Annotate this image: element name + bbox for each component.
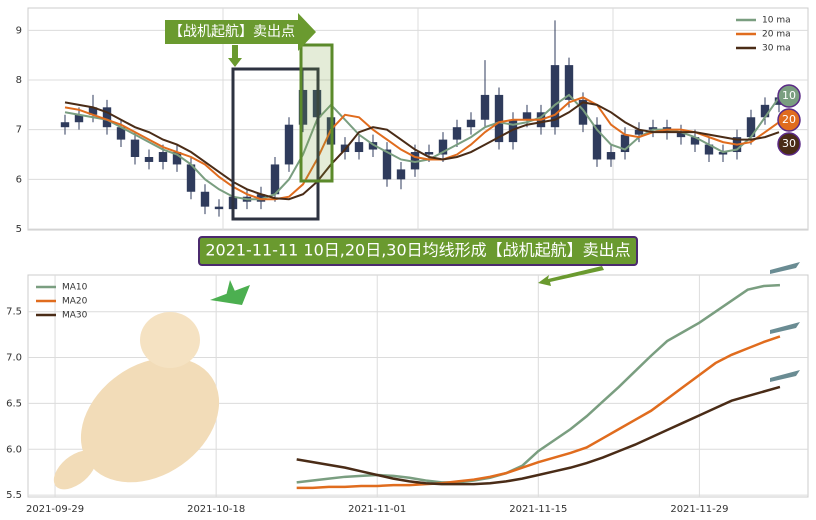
end-label-badge bbox=[777, 84, 801, 108]
x-tick-label: 2021-11-01 bbox=[348, 504, 406, 515]
candle-body bbox=[270, 164, 280, 195]
highlight-box bbox=[299, 43, 334, 183]
highlight-box bbox=[231, 67, 320, 221]
candle-body bbox=[704, 144, 714, 155]
candle-body bbox=[284, 124, 294, 165]
candle-body bbox=[718, 152, 728, 155]
candle-body bbox=[438, 139, 448, 155]
y-tick-label: 8 bbox=[16, 75, 22, 86]
end-label-badge bbox=[777, 132, 801, 156]
legend-label: 10 ma bbox=[762, 16, 791, 26]
candle-body bbox=[368, 142, 378, 150]
end-label: 30 bbox=[782, 137, 796, 150]
candle-body bbox=[144, 156, 154, 162]
candle-body bbox=[578, 99, 588, 125]
candle-body bbox=[760, 104, 770, 118]
ma-line bbox=[64, 93, 780, 201]
legend-label: MA20 bbox=[62, 297, 88, 307]
x-tick-label: 2021-10-18 bbox=[187, 504, 245, 515]
banner bbox=[165, 13, 316, 51]
legend-label: 20 ma bbox=[762, 30, 791, 40]
candle-body bbox=[550, 65, 560, 128]
candle-body bbox=[186, 164, 196, 192]
candle-body bbox=[130, 139, 140, 157]
arrow bbox=[228, 45, 242, 67]
x-tick-label: 2021-09-29 bbox=[26, 504, 84, 515]
candle-body bbox=[746, 117, 756, 138]
dog-illustration bbox=[53, 280, 250, 490]
legend-label: MA10 bbox=[62, 283, 88, 293]
ma-line bbox=[296, 335, 781, 490]
y-tick-label: 7.5 bbox=[6, 307, 22, 318]
arrow bbox=[538, 266, 604, 286]
candle-body bbox=[74, 114, 84, 123]
end-label: 20 bbox=[782, 113, 796, 126]
banner-text: 2021-11-11 10日,20日,30日均线形成【战机起航】卖出点 bbox=[205, 241, 630, 260]
y-tick-label: 9 bbox=[16, 25, 22, 36]
candle-body bbox=[396, 169, 406, 180]
y-tick-label: 6.0 bbox=[6, 444, 22, 455]
candle-body bbox=[354, 142, 364, 153]
candle-body bbox=[116, 127, 126, 140]
candle-body bbox=[298, 89, 308, 125]
x-tick-label: 2021-11-29 bbox=[670, 504, 728, 515]
candle-body bbox=[564, 65, 574, 100]
candle-body bbox=[634, 129, 644, 135]
candle-body bbox=[452, 127, 462, 140]
banner bbox=[198, 236, 638, 266]
candle-body bbox=[158, 152, 168, 162]
candle-body bbox=[676, 132, 686, 138]
candle-body bbox=[480, 94, 490, 120]
candle-body bbox=[592, 124, 602, 160]
candle-body bbox=[172, 152, 182, 165]
y-tick-label: 6 bbox=[16, 174, 22, 185]
y-tick-label: 7 bbox=[16, 125, 22, 136]
y-tick-label: 6.5 bbox=[6, 398, 22, 409]
candle-body bbox=[214, 206, 224, 210]
legend-label: 30 ma bbox=[762, 44, 791, 54]
candle-body bbox=[410, 152, 420, 170]
plane-icons bbox=[770, 262, 800, 382]
candle-body bbox=[522, 112, 532, 120]
candle-body bbox=[648, 127, 658, 130]
candle-body bbox=[60, 122, 70, 128]
candle-body bbox=[88, 107, 98, 115]
candle-body bbox=[620, 134, 630, 153]
candle-body bbox=[494, 94, 504, 143]
ma-line bbox=[64, 96, 780, 201]
y-tick-label: 5.5 bbox=[6, 490, 22, 501]
candle-body bbox=[508, 119, 518, 143]
banner-text: 【战机起航】卖出点 bbox=[169, 24, 295, 40]
y-tick-label: 5 bbox=[16, 224, 22, 235]
x-tick-label: 2021-11-15 bbox=[509, 504, 567, 515]
end-label-badge bbox=[777, 108, 801, 132]
candle-body bbox=[256, 194, 266, 202]
candle-body bbox=[382, 149, 392, 180]
candle-body bbox=[424, 152, 434, 155]
ma-line bbox=[64, 101, 780, 201]
candle-body bbox=[606, 152, 616, 160]
candle-body bbox=[690, 137, 700, 145]
candle-body bbox=[200, 191, 210, 207]
candle-body bbox=[466, 119, 476, 128]
candle-body bbox=[102, 107, 112, 128]
ma-line bbox=[296, 385, 781, 486]
legend-label: MA30 bbox=[62, 311, 88, 321]
end-label: 10 bbox=[782, 89, 796, 102]
y-tick-label: 7.0 bbox=[6, 353, 22, 364]
